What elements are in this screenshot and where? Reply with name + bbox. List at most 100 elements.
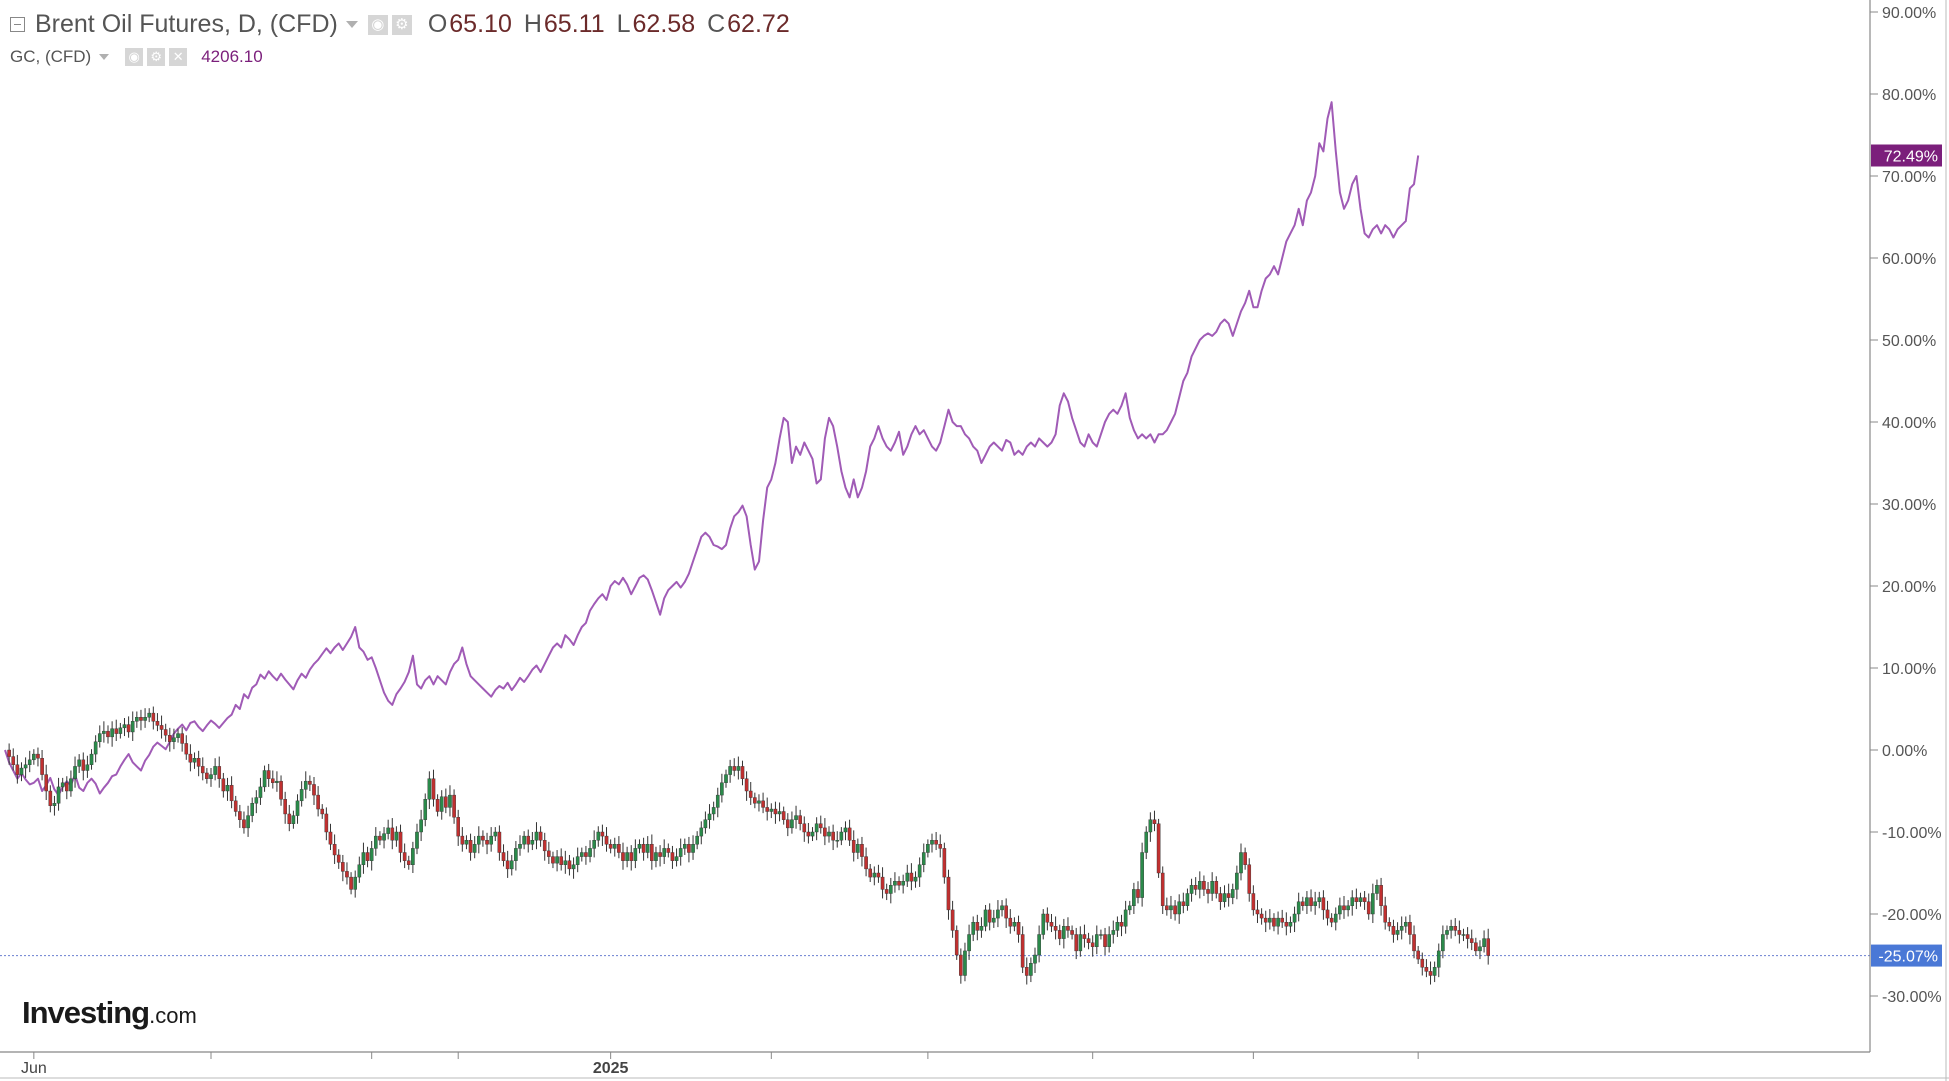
candle (1127, 900, 1132, 915)
candle (271, 770, 275, 789)
candle (1107, 926, 1111, 953)
candle (452, 789, 456, 824)
candle (143, 708, 147, 728)
compare-series-title[interactable]: GC, (CFD) (10, 47, 92, 66)
candle (876, 864, 881, 883)
candle (921, 843, 926, 873)
y-tick-label: 90.00% (1882, 5, 1936, 22)
candle (242, 811, 246, 834)
candle (1354, 888, 1359, 910)
candle (93, 735, 98, 763)
candle (1074, 927, 1078, 960)
candle (773, 801, 778, 824)
candle (818, 815, 823, 834)
candle (163, 723, 168, 742)
candle (291, 810, 296, 829)
collapse-icon[interactable] (10, 17, 25, 32)
candle (802, 816, 807, 842)
candle (1111, 920, 1116, 944)
candle (122, 718, 127, 737)
candle (493, 827, 498, 842)
eye-icon[interactable]: ◉ (125, 48, 144, 66)
candle (102, 721, 106, 743)
candle (1160, 866, 1165, 914)
candle (213, 758, 217, 781)
candle (1136, 881, 1140, 904)
candle (592, 830, 596, 858)
candle (1119, 914, 1124, 937)
candle (411, 841, 415, 873)
candle (1099, 929, 1103, 940)
candle (505, 850, 510, 878)
candle (917, 857, 922, 887)
candle (308, 775, 312, 791)
candle (56, 777, 61, 811)
candle (600, 824, 605, 846)
logo-main-text: Investing (22, 995, 150, 1030)
y-tick-label: 80.00% (1882, 87, 1936, 104)
brent-last-value-badge: -25.07% (1878, 949, 1938, 966)
candle (266, 763, 271, 787)
candle (1362, 891, 1367, 910)
candle (736, 756, 741, 780)
candle (357, 856, 362, 883)
investing-logo: Investing.com (22, 995, 197, 1031)
candle (1193, 877, 1198, 896)
candle (180, 727, 184, 752)
chevron-down-icon[interactable] (345, 21, 358, 28)
candle (1288, 916, 1293, 933)
candle (835, 831, 840, 848)
close-value: 62.72 (727, 10, 790, 38)
candle (40, 750, 44, 781)
gear-icon[interactable]: ⚙ (147, 48, 166, 66)
candle (126, 716, 131, 738)
candle (77, 754, 81, 773)
eye-icon[interactable]: ◉ (367, 14, 388, 35)
candle (1016, 915, 1021, 943)
candle (1317, 891, 1322, 909)
candle (85, 755, 90, 778)
candle (959, 948, 963, 984)
candle (621, 842, 625, 870)
candle (1338, 897, 1342, 920)
candle (130, 711, 135, 741)
candle (967, 924, 971, 960)
open-key: O (427, 10, 448, 38)
main-series-title[interactable]: Brent Oil Futures, D, (CFD) (35, 10, 338, 38)
candle (777, 802, 782, 822)
candle (1210, 872, 1214, 901)
candle (654, 846, 658, 868)
candle (1486, 928, 1490, 965)
candle (1012, 917, 1017, 932)
candle (1383, 896, 1387, 930)
candle (184, 735, 189, 760)
gear-icon[interactable]: ⚙ (391, 14, 412, 35)
candle (1140, 842, 1144, 907)
candle (1325, 900, 1330, 926)
candle (786, 813, 790, 837)
candle (15, 754, 20, 784)
candle (73, 756, 77, 788)
candle (1371, 883, 1375, 924)
candle (580, 847, 584, 862)
candle (1148, 812, 1153, 842)
x-tick-label: Jun (21, 1060, 47, 1077)
candle (798, 809, 802, 831)
candle (23, 757, 28, 778)
candle (7, 743, 11, 765)
candle (238, 804, 242, 828)
candle (596, 826, 601, 847)
gc-line (4, 101, 1420, 797)
candle (1156, 818, 1161, 878)
candle (1445, 925, 1449, 940)
candle (118, 722, 123, 739)
candle (27, 750, 32, 773)
candle (864, 847, 868, 877)
close-icon[interactable]: ✕ (169, 48, 188, 66)
candle (740, 760, 745, 786)
chevron-down-icon[interactable] (99, 54, 110, 60)
candle (1474, 937, 1478, 956)
candle (889, 877, 893, 904)
candle (1144, 826, 1149, 860)
